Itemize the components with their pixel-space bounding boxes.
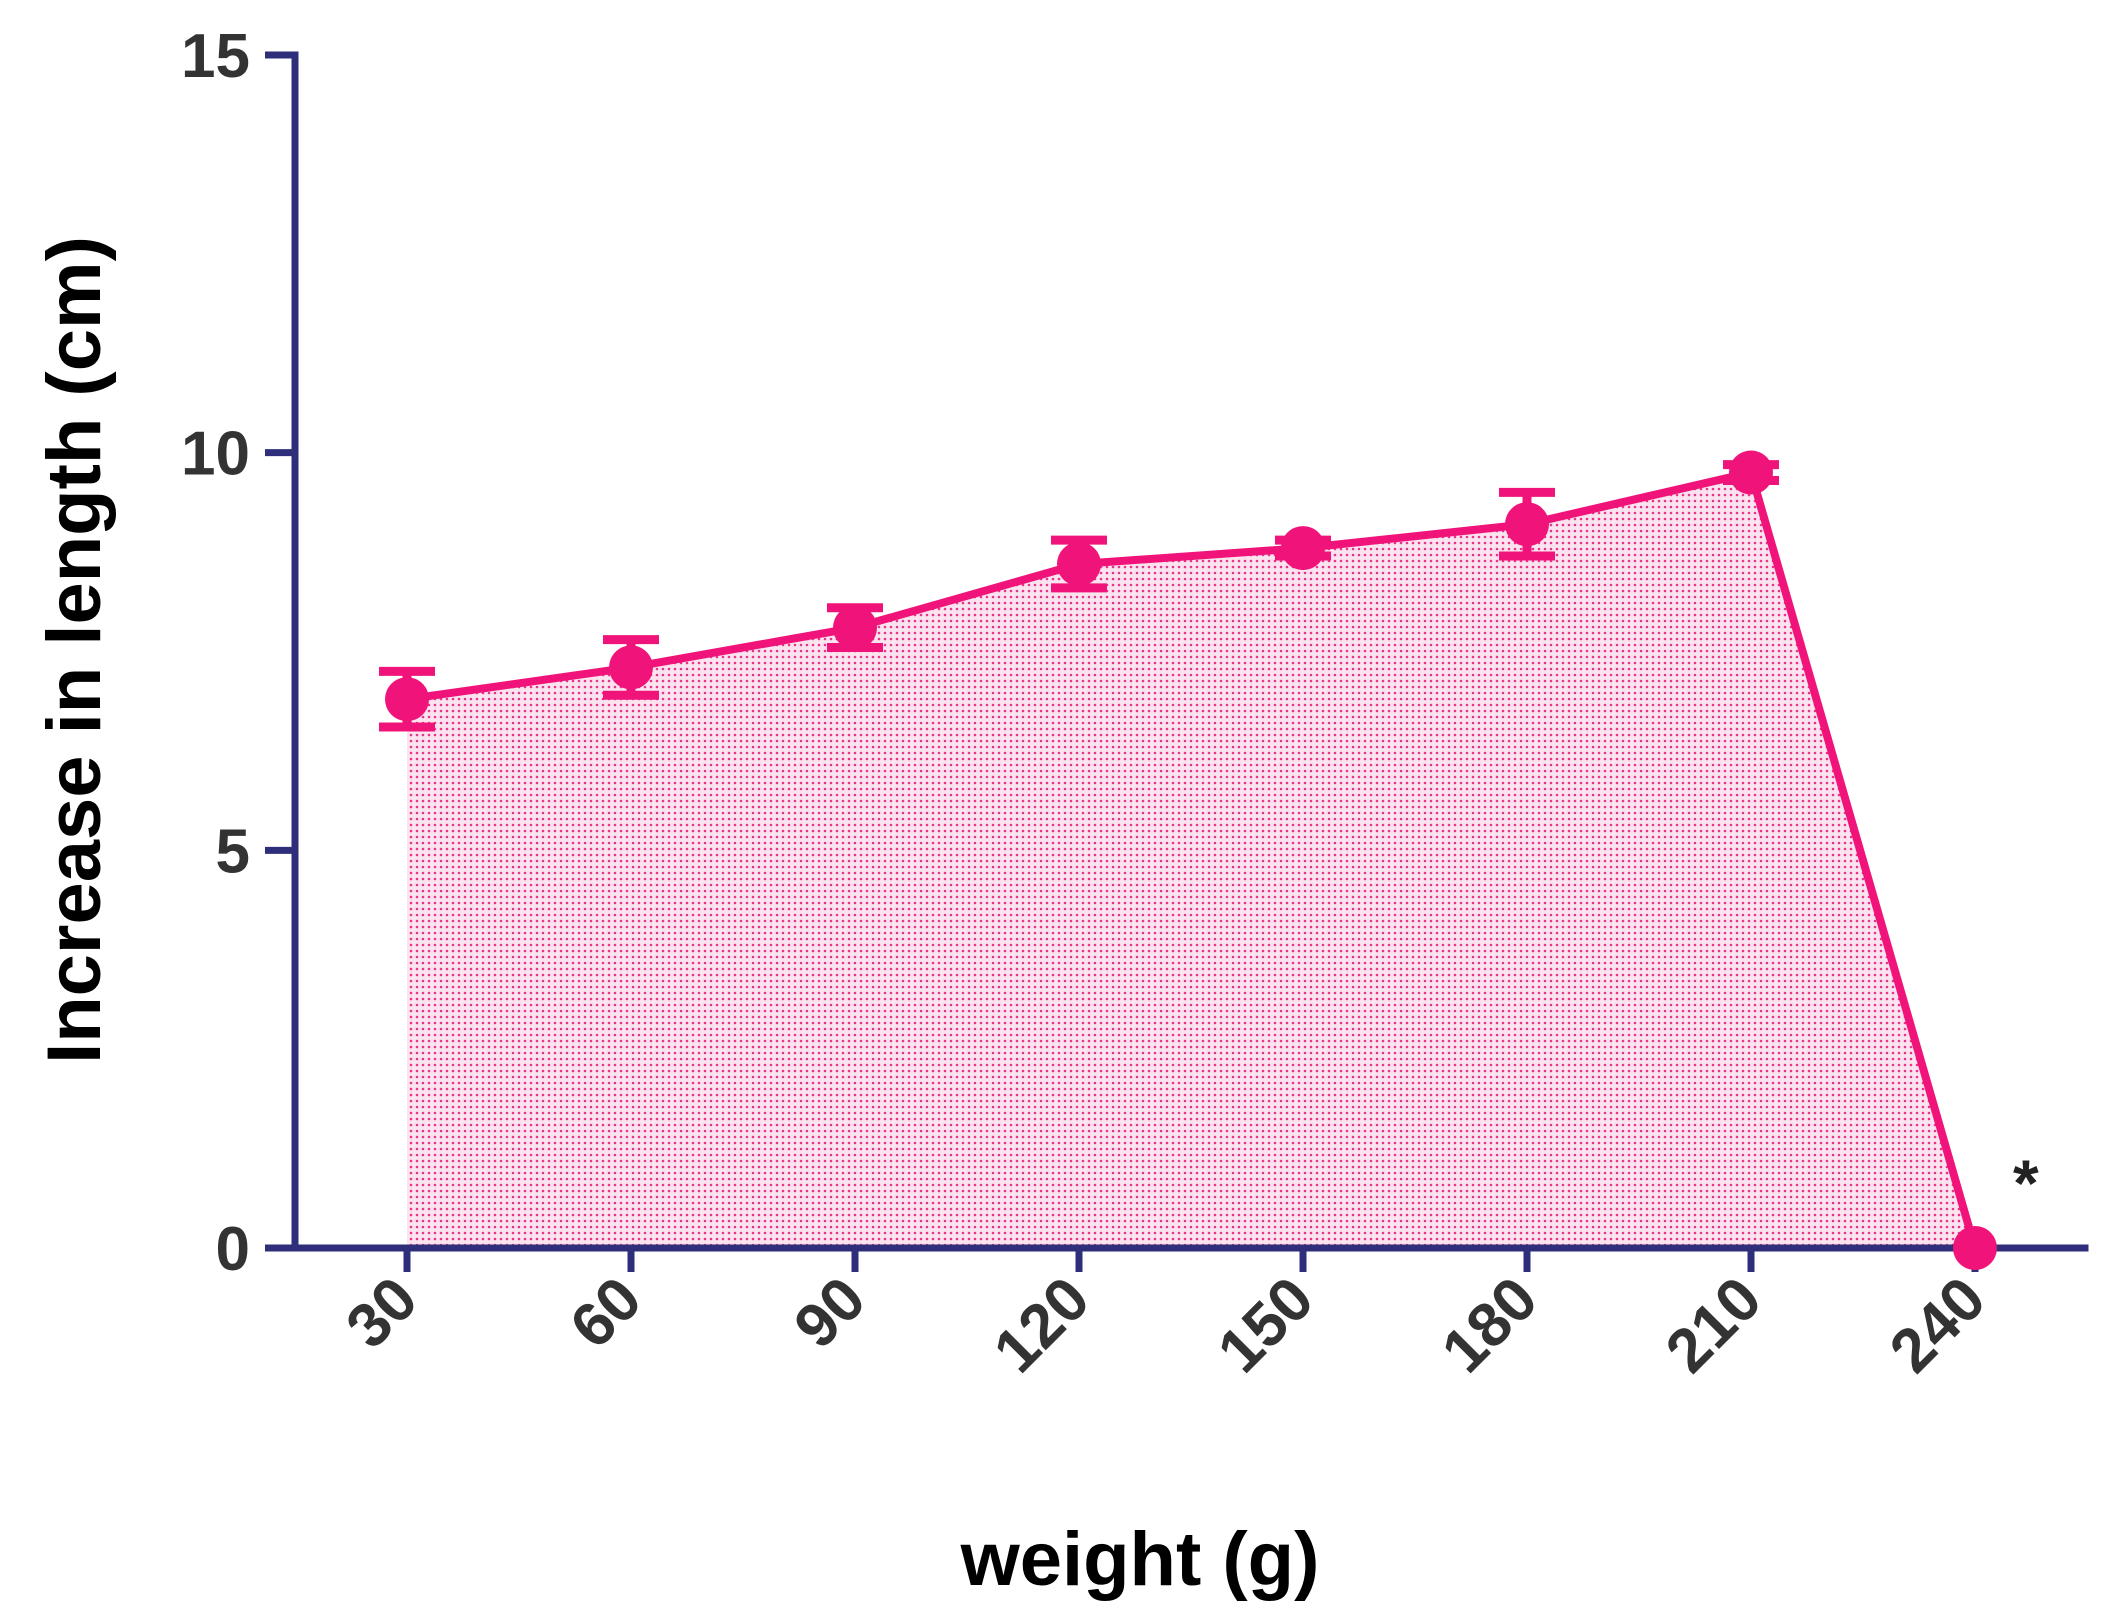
data-point: [1729, 450, 1773, 495]
x-tick-label: 210: [1653, 1264, 1775, 1386]
x-tick-label: 60: [557, 1264, 655, 1362]
y-axis-title: Increase in length (cm): [32, 236, 117, 1064]
data-point: [1057, 542, 1101, 587]
series-line: [406, 468, 1979, 1250]
data-point: [385, 677, 429, 722]
y-tick-label: 0: [216, 1215, 250, 1284]
annotation-asterisk: *: [2013, 1146, 2039, 1220]
x-axis-title: weight (g): [960, 1517, 1320, 1602]
y-tick-label: 15: [181, 22, 250, 91]
x-tick-label: 180: [1429, 1264, 1551, 1386]
data-points: [385, 450, 1997, 1270]
x-tick-label: 30: [333, 1264, 431, 1362]
x-tick-label: 120: [981, 1264, 1103, 1386]
data-point: [1953, 1226, 1997, 1270]
data-point: [1281, 526, 1325, 571]
data-point: [833, 605, 877, 650]
area-fill: [407, 472, 1975, 1248]
x-tick-label: 150: [1205, 1264, 1327, 1386]
area-fill-layer: [407, 472, 1975, 1248]
y-tick-label: 5: [216, 817, 250, 886]
data-point: [1505, 502, 1549, 547]
series-line-layer: [406, 468, 1979, 1250]
data-point: [609, 645, 653, 690]
x-tick-label: 240: [1877, 1264, 1999, 1386]
x-tick-label: 90: [781, 1264, 879, 1362]
y-tick-label: 10: [181, 420, 250, 489]
